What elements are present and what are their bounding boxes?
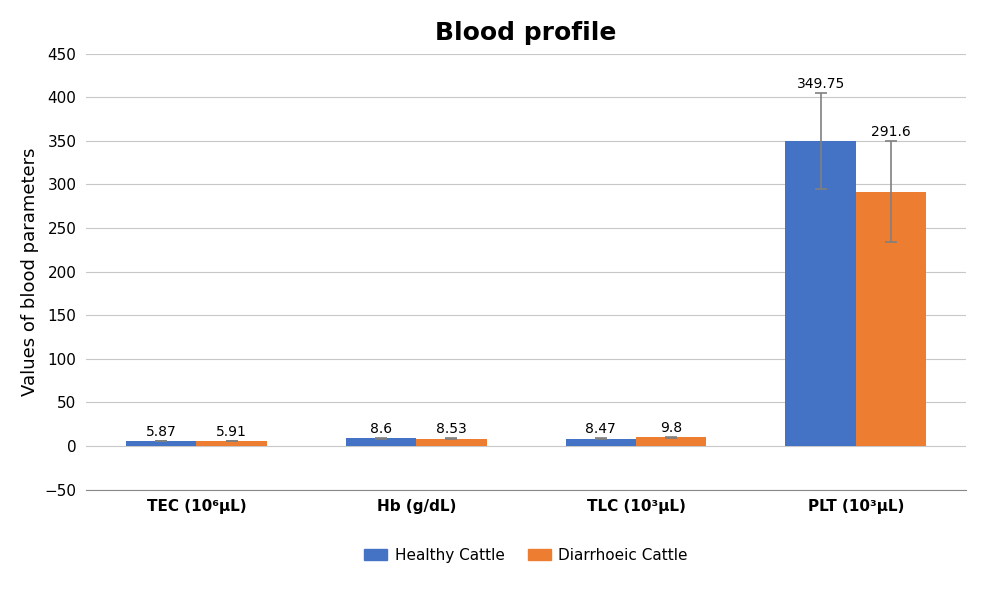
Bar	[565, 439, 635, 446]
Text: 9.8: 9.8	[660, 421, 681, 435]
Title: Blood profile: Blood profile	[435, 21, 616, 45]
Bar	[855, 192, 925, 446]
Text: 8.6: 8.6	[370, 422, 391, 436]
Y-axis label: Values of blood parameters: Values of blood parameters	[21, 147, 38, 396]
Text: 5.91: 5.91	[216, 425, 246, 439]
Bar	[126, 441, 196, 446]
Bar	[785, 141, 855, 446]
Text: 291.6: 291.6	[871, 125, 910, 140]
Bar	[196, 441, 266, 446]
Bar	[345, 438, 416, 446]
Text: 349.75: 349.75	[796, 78, 844, 91]
Bar	[416, 439, 486, 446]
Text: 8.47: 8.47	[585, 423, 615, 436]
Text: 5.87: 5.87	[146, 425, 176, 439]
Text: 8.53: 8.53	[436, 422, 466, 436]
Bar	[635, 438, 706, 446]
Legend: Healthy Cattle, Diarrhoeic Cattle: Healthy Cattle, Diarrhoeic Cattle	[358, 542, 693, 569]
